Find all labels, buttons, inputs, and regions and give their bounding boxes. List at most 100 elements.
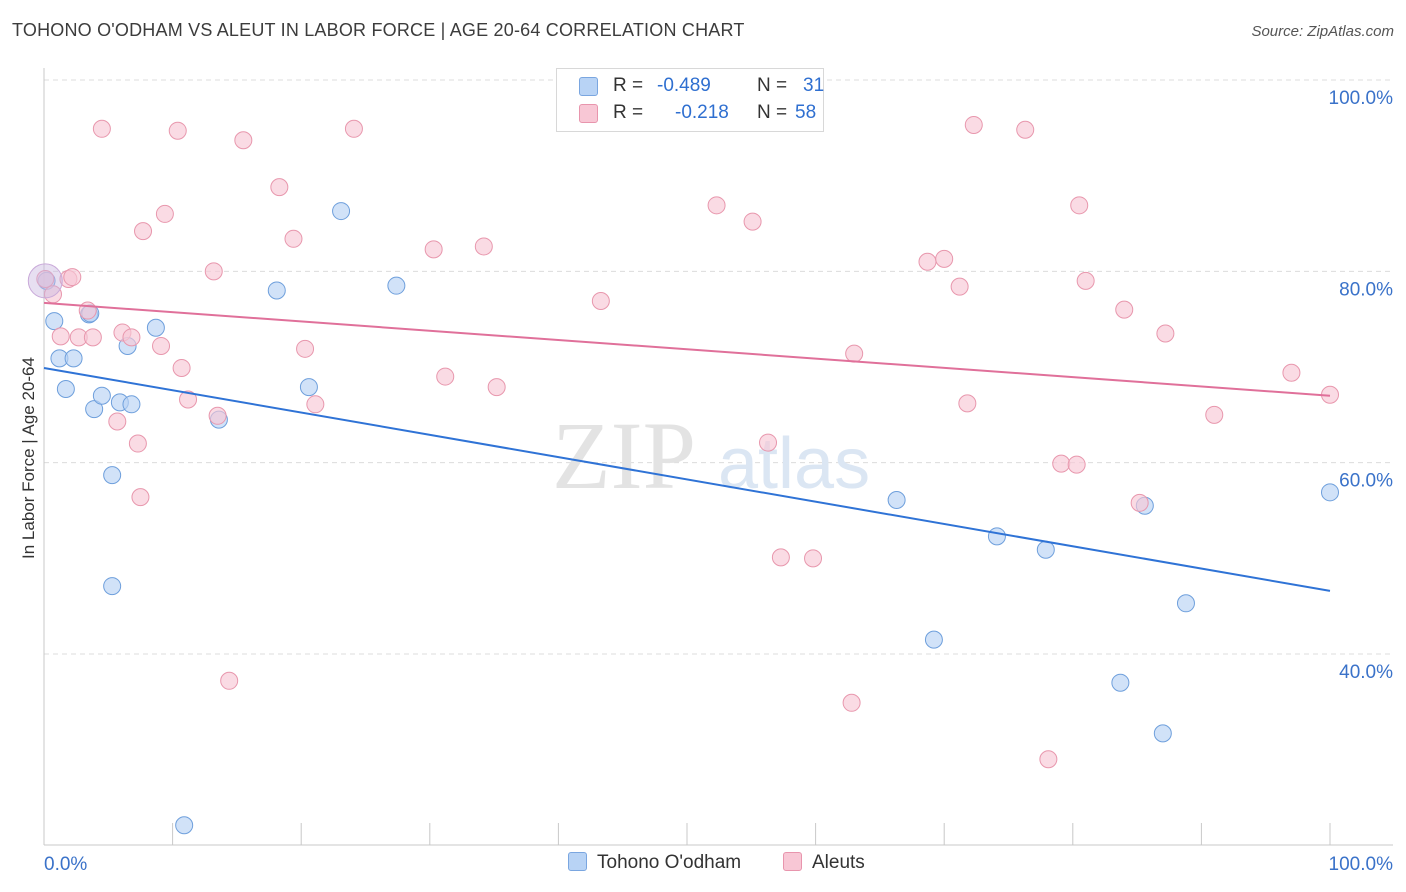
point-aleuts: [83, 328, 102, 347]
point-aleuts: [284, 229, 303, 248]
point-aleuts: [296, 339, 315, 358]
series-layer: [27, 69, 1339, 835]
point-aleuts: [220, 671, 239, 690]
point-aleuts: [964, 115, 983, 134]
point-aleuts: [424, 240, 443, 259]
point-tohono: [64, 349, 83, 368]
stats-legend: R = -0.489 N = 31 R = -0.218 N = 58: [556, 68, 824, 132]
point-tohono: [175, 816, 194, 835]
y-tick-label: 60.0%: [1339, 471, 1393, 492]
point-aleuts: [155, 204, 174, 223]
point-tohono: [146, 318, 165, 337]
point-aleuts: [172, 358, 191, 377]
blue-swatch: [579, 77, 598, 96]
point-aleuts: [842, 693, 861, 712]
chart-source: Source: ZipAtlas.com: [1251, 23, 1394, 40]
point-aleuts: [918, 252, 937, 271]
legend-item-tohono: Tohono O'odham: [568, 852, 741, 874]
point-aleuts: [474, 237, 493, 256]
trendline-tohono: [43, 366, 1331, 592]
point-aleuts: [1282, 363, 1301, 382]
point-tohono: [122, 395, 141, 414]
point-aleuts: [707, 196, 726, 215]
point-aleuts: [78, 301, 97, 320]
point-aleuts: [36, 269, 55, 288]
legend-label-tohono: Tohono O'odham: [597, 852, 742, 873]
point-aleuts: [804, 549, 823, 568]
legend-item-aleuts: Aleuts: [783, 852, 865, 874]
r-label: R =: [613, 75, 644, 96]
watermark: ZIP atlas: [552, 402, 870, 509]
trendline-aleuts: [43, 301, 1331, 397]
pink-swatch: [783, 852, 802, 871]
point-tohono: [103, 466, 122, 485]
point-tohono: [332, 202, 351, 221]
pink-swatch: [579, 104, 598, 123]
point-tohono: [85, 400, 104, 419]
tick-labels: 100.0% 80.0% 60.0% 40.0% 0.0% 100.0%: [44, 88, 1393, 875]
point-tohono: [387, 276, 406, 295]
point-aleuts: [344, 119, 363, 138]
point-aleuts: [1156, 324, 1175, 343]
r-label: R =: [613, 102, 644, 123]
point-aleuts: [743, 212, 762, 231]
point-aleuts: [1067, 455, 1086, 474]
y-axis-label: In Labor Force | Age 20-64: [19, 357, 38, 559]
point-aleuts: [845, 344, 864, 363]
y-tick-label: 80.0%: [1339, 279, 1393, 300]
point-aleuts: [108, 412, 127, 431]
point-aleuts: [436, 367, 455, 386]
n-label: N =: [757, 75, 788, 96]
point-tohono: [1176, 594, 1195, 613]
watermark-zip: ZIP: [552, 402, 696, 509]
n-value-pink: 58: [795, 102, 817, 123]
point-aleuts: [208, 406, 227, 425]
point-aleuts: [122, 328, 141, 347]
grid-lines: [44, 79, 1393, 655]
point-tohono: [45, 312, 64, 331]
point-aleuts: [1115, 300, 1134, 319]
point-aleuts: [958, 394, 977, 413]
r-value-blue: -0.489: [657, 75, 711, 96]
point-aleuts: [1130, 493, 1149, 512]
point-tohono: [987, 527, 1006, 546]
y-tick-label: 40.0%: [1339, 662, 1393, 683]
point-aleuts: [128, 434, 147, 453]
x-tick-label: 100.0%: [1329, 854, 1394, 875]
axes: [43, 68, 1393, 846]
point-aleuts: [1039, 750, 1058, 769]
point-aleuts: [131, 488, 150, 507]
point-aleuts: [92, 119, 111, 138]
point-aleuts: [487, 378, 506, 397]
point-aleuts: [771, 548, 790, 567]
n-value-blue: 31: [803, 75, 825, 96]
point-overlap-large: [27, 263, 63, 299]
x-tick-label: 0.0%: [44, 854, 87, 875]
point-tohono: [92, 386, 111, 405]
point-aleuts: [234, 131, 253, 150]
point-tohono: [299, 378, 318, 397]
point-tohono: [1036, 540, 1055, 559]
point-aleuts: [1052, 454, 1071, 473]
point-aleuts: [179, 390, 198, 409]
point-aleuts: [950, 277, 969, 296]
point-aleuts: [1016, 120, 1035, 139]
point-tohono: [887, 490, 906, 509]
n-label: N =: [757, 102, 788, 123]
watermark-atlas: atlas: [718, 424, 870, 504]
point-aleuts: [63, 268, 82, 287]
point-aleuts: [270, 178, 289, 197]
point-tohono: [1321, 483, 1339, 502]
point-aleuts: [306, 395, 325, 414]
point-aleuts: [168, 121, 187, 140]
point-tohono: [1153, 724, 1172, 743]
point-tohono: [1111, 673, 1130, 692]
point-aleuts: [1205, 405, 1224, 424]
point-aleuts: [51, 327, 70, 346]
point-aleuts: [152, 336, 171, 355]
chart-title: TOHONO O'ODHAM VS ALEUT IN LABOR FORCE |…: [12, 20, 745, 40]
point-tohono: [267, 281, 286, 300]
point-aleuts: [759, 433, 778, 452]
point-aleuts: [1070, 196, 1089, 215]
